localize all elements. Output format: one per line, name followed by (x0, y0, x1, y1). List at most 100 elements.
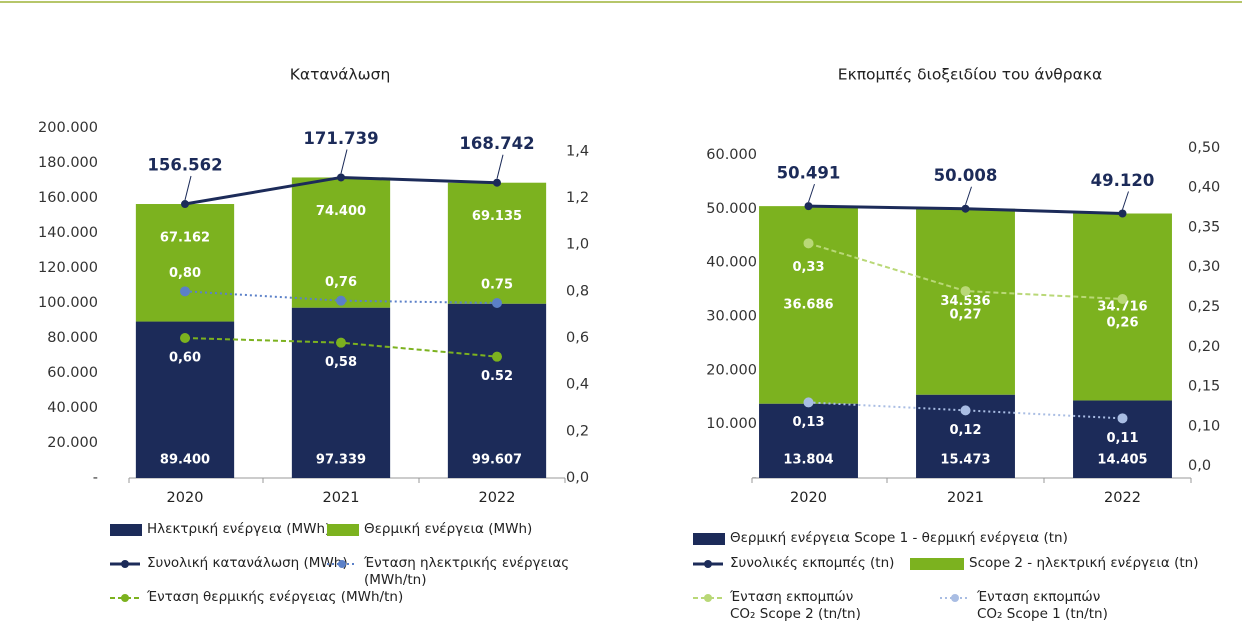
legend-swatch (693, 560, 723, 568)
legend-label: Θερμική ενέργεια Scope 1 - θερμική ενέργ… (730, 530, 1068, 546)
intensity-value-label: 0,11 (1106, 431, 1138, 446)
y-tick-label: 200.000 (38, 120, 98, 136)
y2-tick-label: 1,4 (566, 143, 589, 159)
total-value-label: 171.739 (303, 129, 378, 148)
bar-segment (759, 403, 858, 478)
total-value-label: 50.491 (777, 164, 841, 183)
bar-segment (135, 321, 235, 478)
legend-marker (121, 560, 129, 568)
legend-label: Ένταση ηλεκτρικής ενέργειας (MWh/tn) (364, 555, 570, 588)
chart-title: Κατανάλωση (290, 66, 391, 84)
line-marker (493, 178, 501, 187)
line-marker (180, 286, 190, 297)
y2-tick-label: 0,10 (1188, 418, 1220, 434)
y2-tick-label: 0,0 (566, 470, 589, 486)
intensity-value-label: 0,26 (1106, 316, 1138, 331)
y-tick-label: 100.000 (38, 295, 98, 311)
legend-label: Scope 2 - ηλεκτρική ενέργεια (tn) (969, 555, 1199, 571)
y-tick-label: 120.000 (38, 260, 98, 276)
line-marker (336, 295, 346, 306)
bar-value-label: 67.162 (160, 231, 210, 246)
x-tick-label: 2021 (947, 490, 984, 506)
legend-marker (951, 594, 959, 602)
legend-swatch (110, 524, 142, 536)
legend-entry: Ηλεκτρική ενέργεια (MWh) (110, 521, 367, 538)
line-marker (1117, 294, 1128, 305)
legend-entry: Συνολικές εκπομπές (tn) (693, 555, 940, 572)
bar-segment (1073, 213, 1172, 401)
bar-value-label: 14.405 (1097, 453, 1147, 468)
legend-entry: Συνολική κατανάλωση (MWh) (110, 555, 357, 572)
x-tick-label: 2020 (790, 490, 827, 506)
legend-marker (338, 560, 346, 568)
y-tick-label: 60.000 (47, 365, 98, 381)
x-tick-label: 2020 (167, 490, 204, 506)
bar-value-label: 36.686 (783, 297, 833, 312)
x-tick-label: 2022 (479, 490, 516, 506)
legend-label: Συνολικές εκπομπές (tn) (730, 555, 895, 571)
legend-label: Θερμική ενέργεια (MWh) (364, 521, 533, 537)
label-leader (808, 183, 815, 203)
line-marker (804, 202, 813, 211)
intensity-value-label: 0,27 (949, 308, 981, 323)
line-marker (492, 351, 502, 362)
legend-label: Ένταση εκπομπών CO₂ Scope 2 (tn/tn) (730, 589, 861, 622)
y-tick-label: - (93, 470, 98, 486)
legend-swatch (693, 594, 723, 602)
y2-tick-label: 0,0 (1188, 458, 1211, 474)
intensity-value-label: 0,33 (792, 260, 824, 275)
legend-marker (704, 594, 712, 602)
y2-tick-label: 0,2 (566, 423, 589, 439)
legend-label: Ένταση θερμικής ενέργειας (MWh/tn) (147, 589, 404, 605)
label-leader (965, 186, 972, 205)
y2-tick-label: 1,2 (566, 190, 589, 206)
line-marker (803, 238, 814, 249)
y2-tick-label: 0,20 (1188, 339, 1220, 355)
label-leader (184, 175, 192, 201)
y2-tick-label: 0,8 (566, 283, 589, 299)
bar-value-label: 97.339 (316, 453, 366, 468)
line-marker (492, 298, 502, 308)
total-value-label: 49.120 (1091, 171, 1155, 190)
y-tick-label: 30.000 (706, 308, 757, 324)
label-leader (1122, 191, 1129, 210)
bar-value-label: 34.716 (1097, 299, 1147, 314)
y-tick-label: 180.000 (38, 155, 98, 171)
legend-swatch (110, 560, 140, 568)
legend-label: Ένταση εκπομπών CO₂ Scope 1 (tn/tn) (977, 589, 1108, 622)
y2-tick-label: 0,30 (1188, 259, 1220, 275)
legend-swatch (910, 558, 964, 570)
y2-tick-label: 0,4 (566, 377, 589, 393)
y2-tick-label: 0,15 (1188, 379, 1220, 395)
legend-label: Ηλεκτρική ενέργεια (MWh) (147, 521, 331, 537)
legend-entry: Θερμική ενέργεια (MWh) (327, 521, 594, 538)
bar-segment (135, 204, 235, 322)
legend-swatch (110, 594, 140, 602)
line-marker (803, 397, 814, 408)
bar-value-label: 13.804 (783, 453, 833, 468)
bar-segment (447, 182, 547, 304)
line-marker (181, 200, 189, 209)
legend-swatch (327, 524, 359, 536)
line-marker (1118, 209, 1127, 218)
y2-tick-label: 0,6 (566, 330, 589, 346)
bar-segment (291, 177, 391, 308)
bar-segment (916, 208, 1015, 395)
legend-swatch (327, 560, 357, 568)
legend-entry: Scope 2 - ηλεκτρική ενέργεια (tn) (910, 555, 1242, 572)
legend-bar (327, 524, 359, 536)
bar-value-label: 89.400 (160, 453, 210, 468)
y-tick-label: 140.000 (38, 225, 98, 241)
intensity-value-label: 0,58 (325, 355, 357, 370)
bar-value-label: 34.536 (940, 294, 990, 309)
bar-segment (447, 303, 547, 478)
label-leader (496, 154, 504, 179)
intensity-value-label: 0,80 (169, 266, 201, 281)
legend-label: Συνολική κατανάλωση (MWh) (147, 555, 348, 571)
y-tick-label: 50.000 (706, 201, 757, 217)
y2-tick-label: 0,35 (1188, 219, 1220, 235)
y-tick-label: 160.000 (38, 190, 98, 206)
legend-marker (704, 560, 712, 568)
